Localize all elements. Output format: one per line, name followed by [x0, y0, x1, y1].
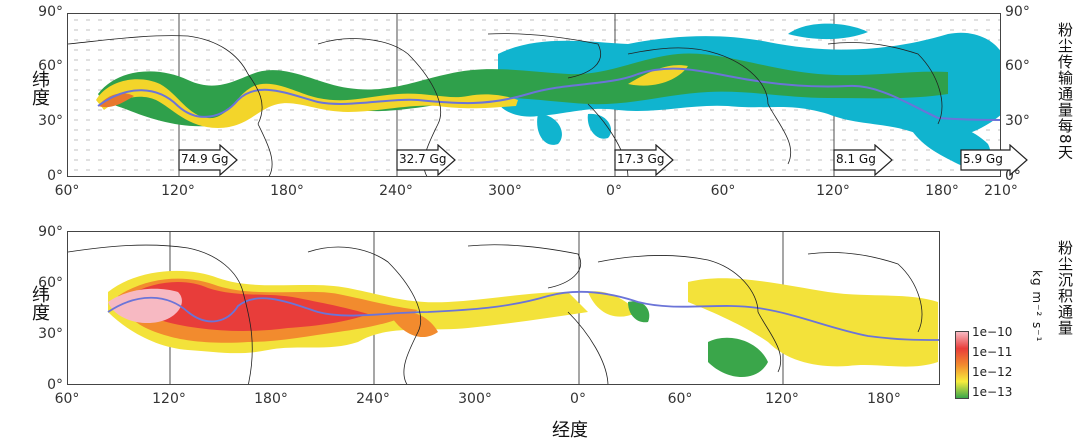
deposition-trajectory-line — [107, 290, 939, 341]
top-lat-tick-left: 90° — [38, 4, 63, 20]
bottom-lon-tick: 0° — [570, 391, 586, 407]
bottom-map-panel — [67, 231, 940, 385]
top-lat-tick-left: 60° — [38, 58, 63, 74]
bottom-lon-tick: 120° — [765, 391, 799, 407]
top-lon-tick: 300° — [488, 183, 522, 199]
flux-arrow: 8.1 Gg — [833, 143, 893, 180]
top-latitude-label: 纬度 — [29, 70, 50, 106]
bottom-lon-tick: 240° — [356, 391, 390, 407]
top-lat-tick-left: 0° — [47, 168, 63, 184]
deposition-colorbar — [955, 331, 969, 399]
flux-value: 5.9 Gg — [963, 152, 1003, 166]
top-lat-tick-right: 0° — [1005, 168, 1021, 184]
flux-arrow: 74.9 Gg — [178, 143, 238, 180]
flux-value: 8.1 Gg — [836, 152, 876, 166]
bottom-lon-tick: 120° — [152, 391, 186, 407]
top-lon-tick: 180° — [270, 183, 304, 199]
deposition-red — [124, 282, 368, 331]
top-lon-tick: 240° — [379, 183, 413, 199]
bottom-right-label: 粉尘沉积通量 — [1056, 240, 1074, 336]
deposition-green — [628, 301, 768, 377]
dust-mid-region — [98, 53, 948, 127]
colorbar-tick: 1e−12 — [972, 365, 1013, 379]
flux-value: 17.3 Gg — [617, 152, 665, 166]
bottom-lat-tick: 90° — [38, 224, 63, 240]
bottom-lon-tick: 180° — [867, 391, 901, 407]
bottom-map-svg — [68, 232, 939, 384]
top-lon-tick: 60° — [710, 183, 736, 199]
bottom-lon-tick: 300° — [458, 391, 492, 407]
top-lon-tick: 180° — [925, 183, 959, 199]
longitude-axis-label: 经度 — [552, 420, 588, 441]
top-lon-tick: 60° — [54, 183, 80, 199]
deposition-pink — [108, 288, 182, 324]
bottom-lat-tick: 30° — [38, 326, 63, 342]
flux-value: 74.9 Gg — [181, 152, 229, 166]
bottom-lon-tick: 60° — [667, 391, 693, 407]
coastlines-bottom — [68, 244, 923, 384]
colorbar-tick: 1e−11 — [972, 345, 1013, 359]
top-right-label: 粉尘传输通量每8天 — [1056, 22, 1074, 161]
flux-arrow: 5.9 Gg — [960, 143, 1028, 180]
flux-arrow: 17.3 Gg — [614, 143, 674, 180]
top-lon-tick: 120° — [816, 183, 850, 199]
colorbar-unit-label: kg m⁻² s⁻¹ — [1030, 270, 1044, 343]
top-lat-tick-right: 90° — [1005, 4, 1030, 20]
flux-value: 32.7 Gg — [399, 152, 447, 166]
top-lon-tick: 0° — [606, 183, 622, 199]
colorbar-tick: 1e−13 — [972, 385, 1013, 399]
coastlines — [68, 33, 943, 176]
colorbar-tick: 1e−10 — [972, 325, 1013, 339]
top-lat-tick-left: 30° — [38, 113, 63, 129]
bottom-lat-tick: 60° — [38, 275, 63, 291]
bottom-lon-tick: 60° — [54, 391, 80, 407]
top-lat-tick-right: 60° — [1005, 58, 1030, 74]
top-lat-tick-right: 30° — [1005, 113, 1030, 129]
bottom-latitude-label: 纬度 — [29, 285, 50, 321]
top-lon-tick: 210° — [984, 183, 1018, 199]
bottom-lon-tick: 180° — [254, 391, 288, 407]
dust-high-region — [96, 65, 688, 128]
flux-arrow: 32.7 Gg — [396, 143, 456, 180]
dust-core — [98, 93, 134, 108]
top-lon-tick: 120° — [161, 183, 195, 199]
dust-trajectory-line — [97, 67, 1000, 121]
top-map-svg — [68, 14, 1000, 176]
bottom-lat-tick: 0° — [47, 377, 63, 393]
